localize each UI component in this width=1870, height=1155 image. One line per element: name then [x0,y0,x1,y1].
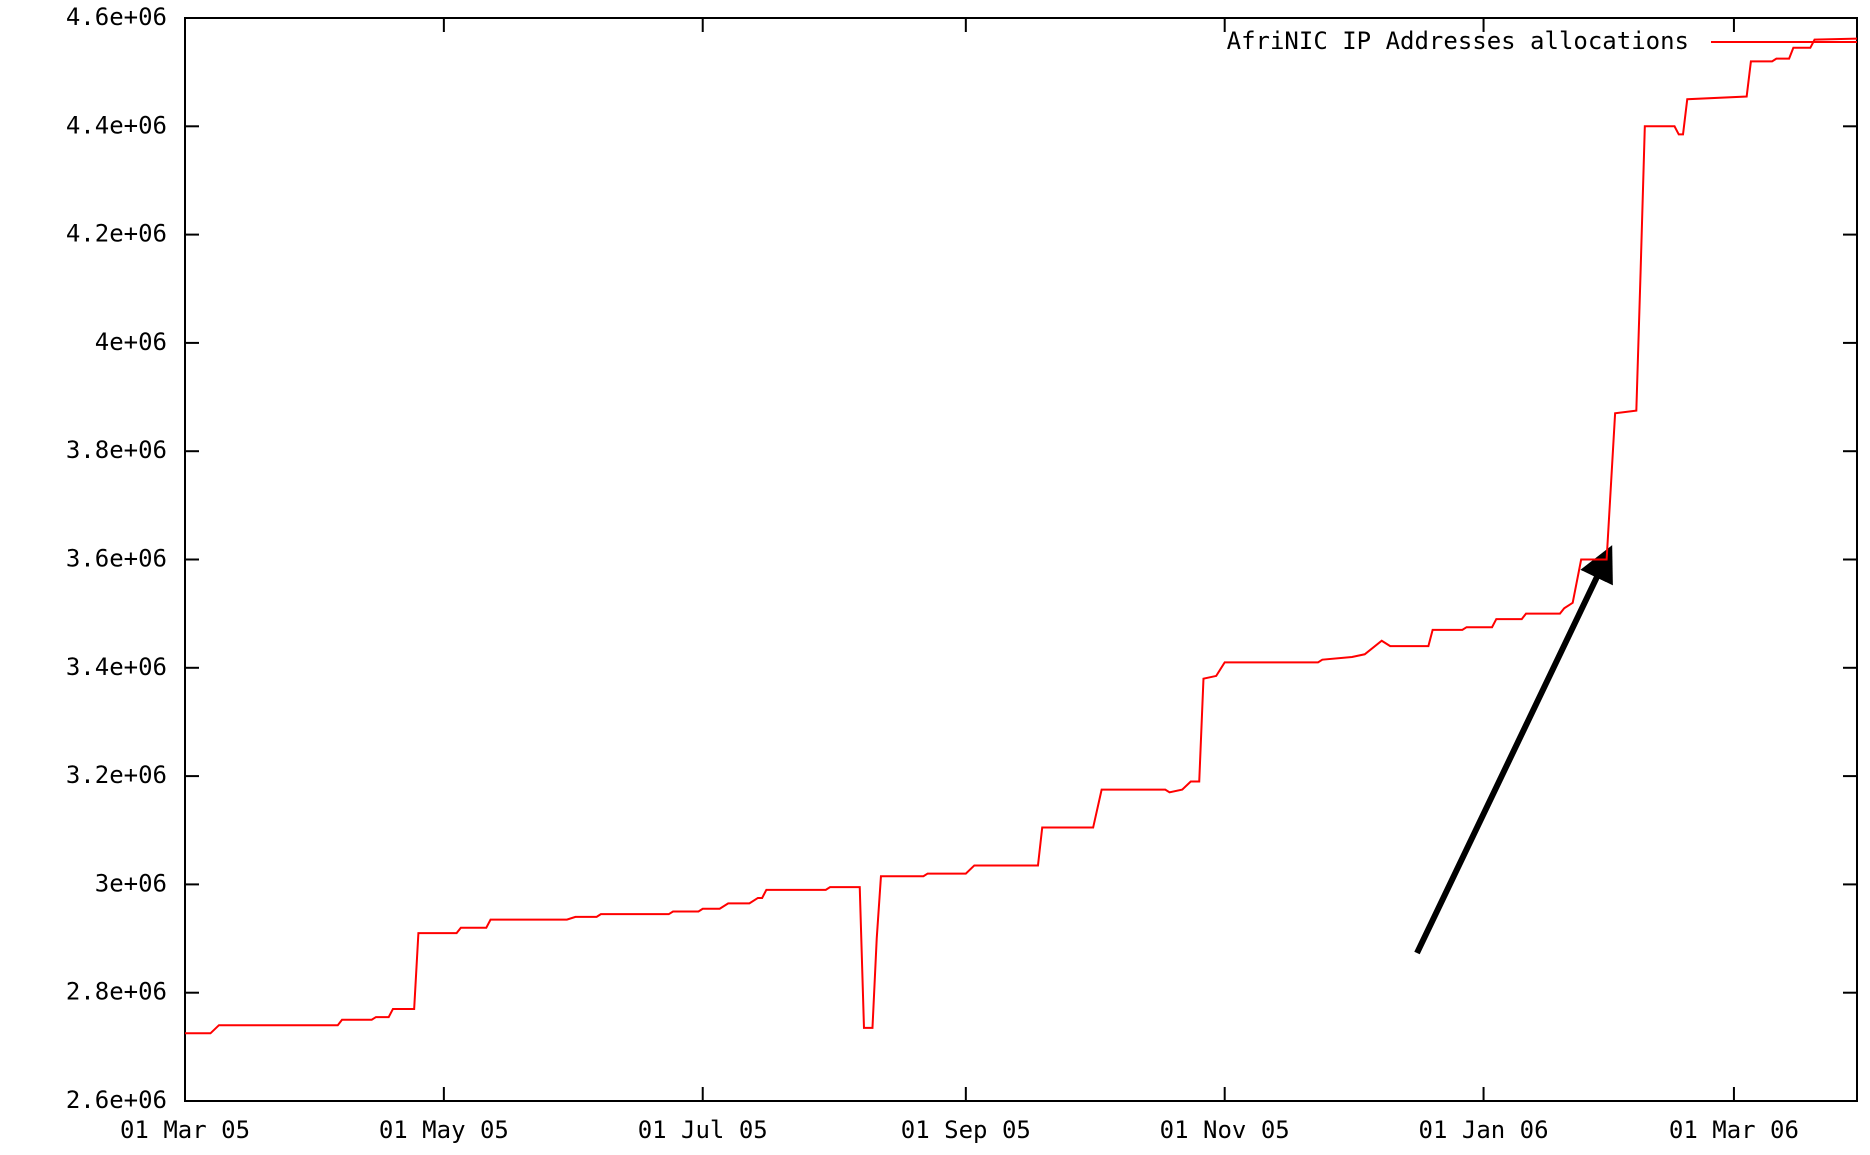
legend-label: AfriNIC IP Addresses allocations [1227,27,1689,55]
x-tick-label: 01 Jan 06 [1419,1116,1549,1144]
x-tick-label: 01 Nov 05 [1160,1116,1290,1144]
y-tick-label: 4e+06 [95,328,167,356]
y-tick-label: 3.6e+06 [66,545,167,573]
data-line [185,37,1858,1035]
y-tick-label: 4.2e+06 [66,220,167,248]
y-tick-label: 4.6e+06 [66,3,167,31]
x-tick-label: 01 Jul 05 [638,1116,768,1144]
x-tick-label: 01 May 05 [379,1116,509,1144]
x-tick-label: 01 Sep 05 [901,1116,1031,1144]
y-tick-label: 2.8e+06 [66,978,167,1006]
x-tick-label: 01 Mar 06 [1669,1116,1799,1144]
y-tick-label: 2.6e+06 [66,1086,167,1114]
y-tick-label: 3.2e+06 [66,761,167,789]
y-tick-label: 3e+06 [95,869,167,897]
annotation-arrow [1414,545,1613,955]
x-tick-label: 01 Mar 05 [120,1116,250,1144]
y-tick-label: 3.4e+06 [66,653,167,681]
y-tick-label: 4.4e+06 [66,111,167,139]
y-tick-label: 3.8e+06 [66,436,167,464]
